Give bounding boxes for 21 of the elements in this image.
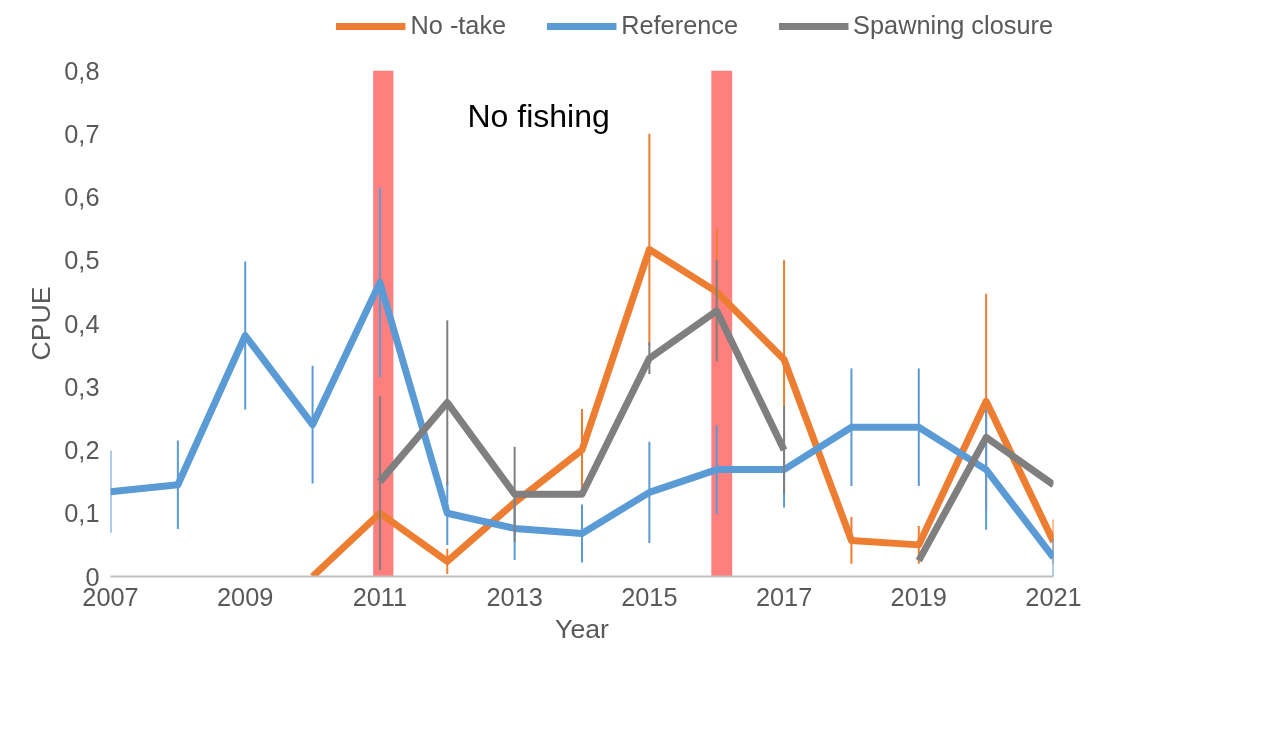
legend-label: Reference (621, 11, 739, 40)
y-tick-label: 0,2 (64, 436, 100, 464)
legend-label: Spawning closure (853, 11, 1053, 40)
legend-label: No -take (410, 11, 507, 40)
y-tick-label: 0,3 (64, 372, 100, 401)
x-axis-title: Year (555, 613, 610, 644)
x-tick-label: 2013 (486, 582, 543, 611)
y-tick-label: 0,4 (64, 309, 100, 338)
x-tick-label: 2009 (217, 582, 274, 611)
y-tick-label: 0,5 (64, 246, 100, 275)
x-tick-label: 2015 (621, 582, 678, 611)
y-tick-label: 0,7 (64, 119, 100, 148)
x-tick-label: 2019 (890, 582, 947, 611)
y-tick-label: 0,8 (64, 56, 100, 85)
y-tick-label: 0,6 (64, 183, 100, 211)
y-axis-title: CPUE (26, 286, 57, 361)
x-tick-label: 2011 (352, 582, 408, 611)
x-tick-label: 2021 (1025, 582, 1082, 611)
x-tick-label: 2017 (755, 582, 813, 611)
annotation: No fishing (467, 97, 610, 134)
y-tick-label: 0,1 (64, 499, 100, 528)
